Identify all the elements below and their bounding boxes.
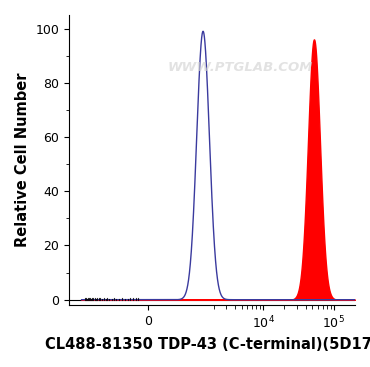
Text: WWW.PTGLAB.COM: WWW.PTGLAB.COM (168, 61, 313, 74)
X-axis label: CL488-81350 TDP-43 (C-terminal)(5D17): CL488-81350 TDP-43 (C-terminal)(5D17) (46, 337, 370, 352)
Y-axis label: Relative Cell Number: Relative Cell Number (15, 73, 30, 247)
